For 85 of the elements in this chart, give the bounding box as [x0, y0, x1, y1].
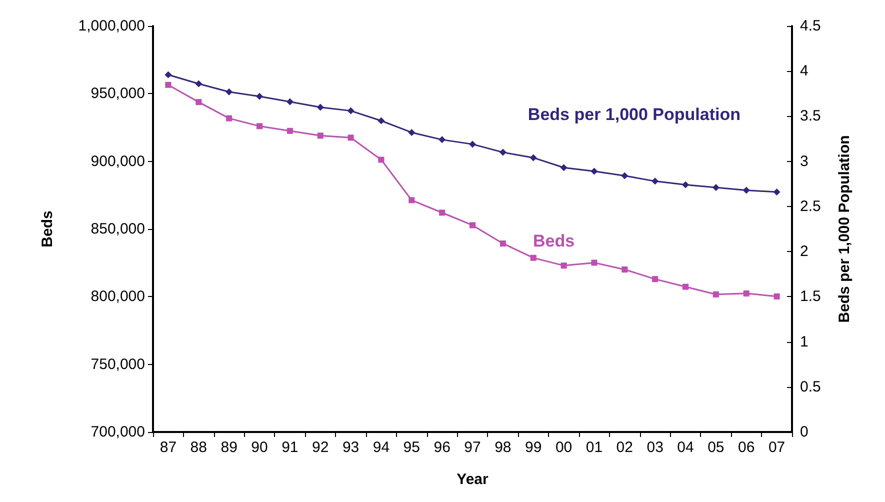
point — [408, 197, 415, 204]
point — [470, 222, 476, 228]
point — [652, 276, 658, 282]
y-tick-label: 800,000 — [90, 288, 145, 306]
point — [742, 186, 750, 194]
point — [226, 88, 233, 96]
point — [560, 164, 568, 172]
point — [439, 210, 446, 216]
point — [196, 99, 202, 106]
point — [621, 172, 628, 180]
point — [773, 188, 780, 196]
y-tick-label: 750,000 — [90, 356, 145, 373]
x-tick-label: 93 — [342, 439, 360, 456]
y2-tick-label: 4 — [800, 62, 808, 80]
y2-tick-label: 2 — [800, 243, 808, 260]
point — [500, 240, 506, 246]
x-tick-label: 06 — [738, 439, 755, 456]
y-tick-label: 850,000 — [90, 220, 145, 238]
point — [378, 156, 384, 163]
point — [286, 98, 294, 106]
point — [712, 291, 719, 298]
x-tick-label: 87 — [160, 439, 177, 456]
x-tick-label: 01 — [586, 439, 603, 456]
y-tick-label: 900,000 — [90, 152, 145, 170]
point — [469, 140, 476, 148]
point — [622, 266, 628, 272]
x-tick-label: 95 — [403, 439, 420, 456]
point — [378, 117, 385, 124]
x-tick-label: 91 — [282, 439, 298, 456]
point — [256, 92, 263, 100]
y2-tick-label: 2.5 — [800, 198, 821, 215]
x-tick-label: 02 — [616, 439, 633, 456]
x-tick-label: 89 — [220, 439, 238, 456]
y-axis-title: Beds — [39, 210, 56, 248]
y2-tick-label: 3 — [800, 152, 808, 170]
x-tick-label: 00 — [555, 439, 572, 456]
x-tick-label: 99 — [525, 439, 542, 456]
point — [347, 107, 354, 114]
point — [499, 148, 506, 156]
point — [682, 284, 688, 290]
y-tick-label: 950,000 — [90, 85, 145, 102]
y2-tick-label: 4.5 — [800, 18, 821, 34]
point — [743, 290, 750, 296]
x-axis-title: Year — [456, 471, 489, 488]
point — [408, 128, 416, 136]
y2-tick-label: 1.5 — [800, 288, 821, 306]
point — [591, 260, 598, 266]
x-tick-label: 04 — [677, 439, 694, 456]
x-tick-label: 96 — [434, 439, 450, 456]
point — [560, 262, 567, 269]
point — [226, 115, 232, 122]
point — [286, 128, 293, 134]
x-tick-label: 05 — [708, 439, 724, 456]
point — [590, 168, 598, 175]
point — [195, 80, 202, 88]
point — [256, 123, 262, 130]
point — [712, 184, 720, 191]
point — [652, 178, 659, 185]
x-tick-label: 98 — [494, 439, 512, 456]
series-label: Beds per 1,000 Population — [528, 104, 740, 124]
x-tick-label: 88 — [190, 439, 207, 456]
point — [317, 132, 324, 139]
point — [348, 134, 354, 141]
point — [316, 104, 324, 111]
point — [682, 181, 689, 188]
x-tick-label: 03 — [646, 439, 664, 456]
series-label: Beds — [532, 232, 575, 251]
x-tick-label: 90 — [251, 439, 268, 456]
point — [164, 71, 172, 78]
y2-tick-label: 0.5 — [800, 378, 821, 396]
point — [165, 82, 172, 88]
x-tick-label: 07 — [768, 439, 786, 456]
y2-tick-label: 0 — [800, 424, 808, 440]
y2-tick-label: 1 — [800, 333, 808, 350]
x-tick-label: 97 — [464, 439, 481, 456]
y-tick-label: 1,000,000 — [78, 18, 145, 34]
point — [438, 136, 446, 144]
y2-axis-title: Beds per 1,000 Population — [836, 135, 853, 323]
x-tick-label: 94 — [372, 439, 390, 456]
point — [530, 154, 537, 162]
point — [530, 254, 536, 261]
point — [774, 293, 780, 300]
y-tick-label: 700,000 — [90, 424, 145, 440]
y2-tick-label: 3.5 — [800, 108, 821, 125]
x-tick-label: 92 — [312, 439, 329, 456]
